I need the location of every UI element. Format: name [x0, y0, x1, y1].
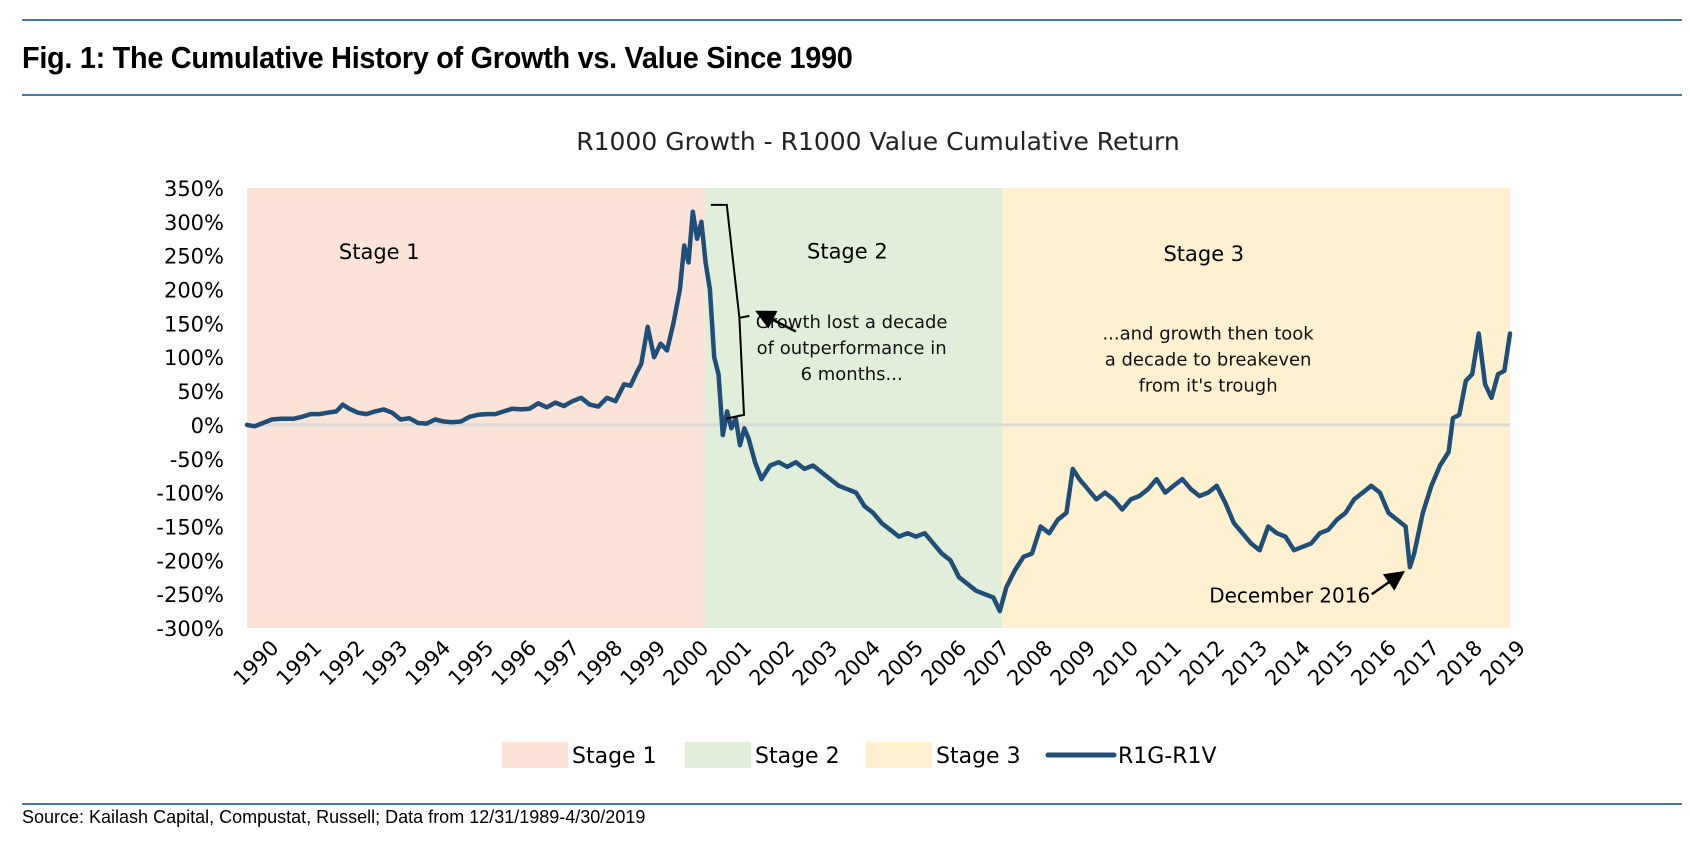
legend-label: Stage 1 [572, 744, 657, 769]
x-tick-label: 2005 [873, 636, 928, 691]
y-tick-label: 200% [164, 279, 224, 303]
x-tick-label: 1999 [616, 636, 671, 691]
stage3-label: Stage 3 [1163, 242, 1244, 266]
stage-band-1 [247, 188, 705, 628]
stage-band-3 [1001, 188, 1510, 628]
stage-bands [247, 188, 1510, 628]
chart-title: R1000 Growth - R1000 Value Cumulative Re… [576, 127, 1179, 156]
x-tick-label: 1994 [401, 636, 456, 691]
x-tick-label: 2014 [1260, 636, 1315, 691]
y-tick-label: 100% [164, 346, 224, 370]
x-tick-label: 2009 [1045, 636, 1100, 691]
legend-swatch [502, 742, 568, 768]
bottom-rule [22, 803, 1682, 805]
y-tick-label: 0% [191, 414, 224, 438]
breakeven-note-line: from it's trough [1139, 376, 1278, 397]
legend-item-r1g-r1v: R1G-R1V [1045, 744, 1217, 769]
drop-note-line: Growth lost a decade [756, 312, 948, 333]
breakeven-note-line: ...and growth then took [1102, 324, 1314, 345]
x-tick-label: 2003 [788, 636, 843, 691]
y-tick-label: -150% [156, 515, 224, 539]
x-tick-label: 1993 [358, 636, 413, 691]
x-tick-label: 1995 [444, 636, 499, 691]
legend-label: Stage 3 [936, 744, 1021, 769]
dec2016-note: December 2016 [1209, 583, 1370, 607]
legend: Stage 1 Stage 2 Stage 3 R1G-R1V [502, 742, 1217, 769]
legend-swatch [685, 742, 751, 768]
dec2016-arrow [1370, 570, 1405, 596]
drop-note-line: 6 months... [801, 364, 903, 385]
x-tick-label: 2015 [1303, 636, 1358, 691]
drop-note-line: of outperformance in [757, 338, 947, 359]
drop-arrow [755, 310, 797, 333]
y-tick-label: 250% [164, 245, 224, 269]
x-tick-label: 2002 [745, 636, 800, 691]
x-tick-label: 2019 [1475, 636, 1530, 691]
legend-label: Stage 2 [755, 744, 840, 769]
y-tick-label: 150% [164, 312, 224, 336]
x-tick-label: 2012 [1174, 636, 1229, 691]
legend-label: R1G-R1V [1118, 744, 1217, 769]
top-rule [22, 19, 1682, 21]
x-tick-label: 2017 [1389, 636, 1444, 691]
y-tick-label: -200% [156, 549, 224, 573]
chart: R1000 Growth - R1000 Value Cumulative Re… [156, 127, 1530, 769]
stage-band-2 [704, 188, 1002, 628]
figure-title: Fig. 1: The Cumulative History of Growth… [22, 40, 853, 75]
y-tick-label: 300% [164, 211, 224, 235]
x-tick-label: 2013 [1217, 636, 1272, 691]
x-tick-label: 2006 [916, 636, 971, 691]
x-tick-label: 2016 [1346, 636, 1401, 691]
x-tick-label: 2007 [959, 636, 1014, 691]
x-tick-label: 1997 [530, 636, 585, 691]
source-note: Source: Kailash Capital, Compustat, Russ… [22, 807, 646, 827]
y-tick-label: -50% [170, 448, 224, 472]
y-tick-label: -100% [156, 482, 224, 506]
stage2-label: Stage 2 [807, 239, 888, 263]
x-tick-label: 2011 [1131, 636, 1186, 691]
title-rule [22, 94, 1682, 96]
x-tick-label: 1991 [272, 636, 327, 691]
breakeven-note-line: a decade to breakeven [1105, 350, 1312, 371]
drop-bracket [710, 203, 750, 420]
legend-item-stage-3: Stage 3 [866, 742, 1021, 769]
y-tick-label: -300% [156, 617, 224, 641]
y-tick-label: 350% [164, 177, 224, 201]
legend-item-stage-2: Stage 2 [685, 742, 840, 769]
y-tick-label: 50% [177, 380, 224, 404]
y-tick-label: -250% [156, 583, 224, 607]
x-tick-label: 2008 [1002, 636, 1057, 691]
y-axis-ticks: 350% 300% 250% 200% 150% 100% 50% 0% -50% -100% -1… [156, 177, 224, 641]
x-tick-label: 2000 [659, 636, 714, 691]
x-tick-label: 1998 [573, 636, 628, 691]
legend-item-stage-1: Stage 1 [502, 742, 657, 769]
x-tick-label: 2001 [702, 636, 757, 691]
x-tick-label: 2018 [1432, 636, 1487, 691]
x-tick-label: 1992 [315, 636, 370, 691]
stage1-label: Stage 1 [339, 240, 420, 264]
x-tick-label: 1990 [229, 636, 284, 691]
x-axis-ticks: 1990199119921993199419951996199719981999… [229, 636, 1530, 691]
annotations: Stage 1 Stage 2 Stage 3 Growth lost a decad… [339, 203, 1405, 607]
legend-swatch [866, 742, 932, 768]
x-tick-label: 1996 [487, 636, 542, 691]
x-tick-label: 2010 [1088, 636, 1143, 691]
x-tick-label: 2004 [831, 636, 886, 691]
series-line-r1g-r1v [244, 209, 1513, 614]
